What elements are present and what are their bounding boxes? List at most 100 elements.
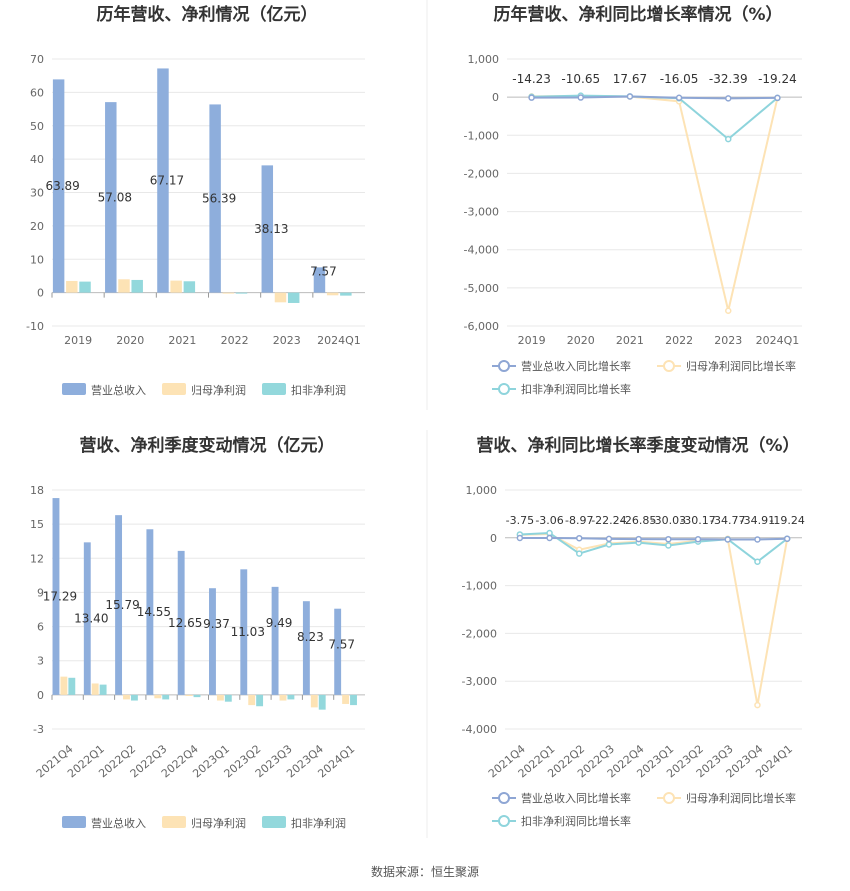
bar-deducted-profit (131, 279, 143, 293)
bar-net-profit (66, 280, 78, 293)
x-tick-label: 2024Q1 (756, 334, 800, 347)
quarterly-growth-panel: 营收、净利同比增长率季度变动情况（%） 1,000 0 -1,000 -2,000 -3… (462, 435, 805, 828)
bar-net-profit (279, 694, 287, 701)
legend-label: 归母净利润同比增长率 (686, 791, 796, 805)
chart-title: 历年营收、净利情况（亿元） (97, 4, 318, 25)
bar-deducted-profit (130, 694, 138, 701)
data-label: 17.29 (43, 589, 77, 603)
data-label: -19.24 (769, 514, 804, 527)
data-point (546, 534, 553, 542)
legend-label: 营业总收入同比增长率 (521, 791, 631, 805)
data-label: 9.37 (203, 617, 230, 631)
data-label: -32.39 (709, 72, 748, 86)
data-point (577, 94, 584, 101)
legend-marker (498, 383, 510, 395)
y-tick-label: -4,000 (462, 723, 497, 736)
series-line-revenue (531, 95, 778, 100)
x-tick-label: 2019 (518, 334, 546, 347)
y-tick-label: 10 (30, 253, 44, 266)
series-line-revenue (519, 536, 788, 541)
data-point (694, 535, 702, 543)
y-tick-label: -3,000 (462, 675, 497, 688)
y-tick-label: 1,000 (466, 484, 498, 497)
data-point (635, 535, 642, 543)
data-label: 63.89 (45, 179, 79, 193)
bar-revenue (157, 68, 169, 293)
data-point (605, 535, 613, 543)
x-tick-label: 2019 (64, 334, 92, 347)
legend-label: 归母净利润同比增长率 (686, 359, 796, 373)
legend-label: 归母净利润 (191, 816, 246, 830)
y-tick-label: 0 (490, 532, 497, 545)
data-point (725, 95, 732, 102)
bar-deducted-profit (256, 694, 264, 707)
legend-swatch (162, 383, 186, 395)
y-tick-label: -1,000 (464, 129, 499, 142)
data-point (754, 536, 761, 543)
y-tick-label: -3 (33, 723, 44, 736)
x-tick-label: 2020 (116, 334, 144, 347)
legend-marker (498, 792, 510, 804)
bar-revenue (302, 601, 310, 695)
bar-deducted-profit (287, 292, 300, 303)
data-label: -3.75 (506, 514, 534, 527)
data-label: -16.05 (660, 72, 699, 86)
bar-revenue (105, 102, 117, 293)
bar-revenue (83, 542, 91, 695)
annual-values-panel: 历年营收、净利情况（亿元） 70 60 50 40 30 20 10 0 -10 2019 2020… (26, 4, 365, 397)
y-tick-label: -2,000 (464, 167, 499, 180)
y-tick-label: 0 (37, 689, 44, 702)
data-label: -3.06 (535, 514, 563, 527)
bar-revenue (177, 550, 185, 695)
legend-label: 扣非净利润同比增长率 (521, 382, 631, 396)
legend-marker (498, 815, 510, 827)
bar-deducted-profit (162, 694, 170, 700)
legend-marker (663, 792, 675, 804)
y-tick-label: 0 (492, 91, 499, 104)
data-label: 56.39 (202, 192, 236, 206)
y-tick-label: 6 (37, 621, 44, 634)
bar-net-profit (342, 694, 350, 704)
data-point (754, 558, 761, 565)
bar-deducted-profit (193, 694, 201, 698)
data-label: 57.08 (98, 190, 132, 204)
data-label: -34.91 (740, 514, 775, 527)
y-tick-label: 70 (30, 53, 44, 66)
bar-revenue (334, 608, 342, 695)
bar-net-profit (216, 694, 224, 701)
data-point (528, 94, 535, 101)
bar-revenue (146, 529, 154, 695)
y-tick-label: -4,000 (464, 244, 499, 257)
legend-label: 归母净利润 (191, 383, 246, 397)
data-label: -22.24 (591, 514, 626, 527)
bar-revenue (52, 498, 60, 695)
data-label: -14.23 (512, 72, 551, 86)
data-label: -19.24 (758, 72, 797, 86)
data-label: -10.65 (561, 72, 600, 86)
y-tick-label: 15 (30, 518, 44, 531)
data-point (774, 94, 781, 102)
series-line-net-profit (519, 532, 789, 706)
x-tick-label: 2021 (168, 334, 196, 347)
data-point (725, 307, 732, 314)
data-point (675, 94, 683, 102)
data-point (754, 701, 761, 709)
data-point (626, 93, 634, 100)
data-label: -30.17 (680, 514, 715, 527)
series-line-deducted-profit (531, 94, 779, 141)
bar-revenue (271, 586, 279, 695)
legend-swatch (62, 816, 86, 828)
bar-net-profit (326, 292, 339, 296)
x-tick-label: 2021 (616, 334, 644, 347)
y-tick-label: -1,000 (462, 580, 497, 593)
bar-revenue (313, 267, 326, 293)
bar-deducted-profit (350, 694, 357, 706)
data-label: -8.97 (565, 514, 593, 527)
bar-deducted-profit (235, 292, 248, 294)
bar-net-profit (91, 683, 99, 695)
chart-title: 营收、净利同比增长率季度变动情况（%） (476, 435, 799, 456)
y-tick-label: -2,000 (462, 627, 497, 640)
data-point (576, 550, 583, 557)
x-tick-label: 2023 (714, 334, 742, 347)
